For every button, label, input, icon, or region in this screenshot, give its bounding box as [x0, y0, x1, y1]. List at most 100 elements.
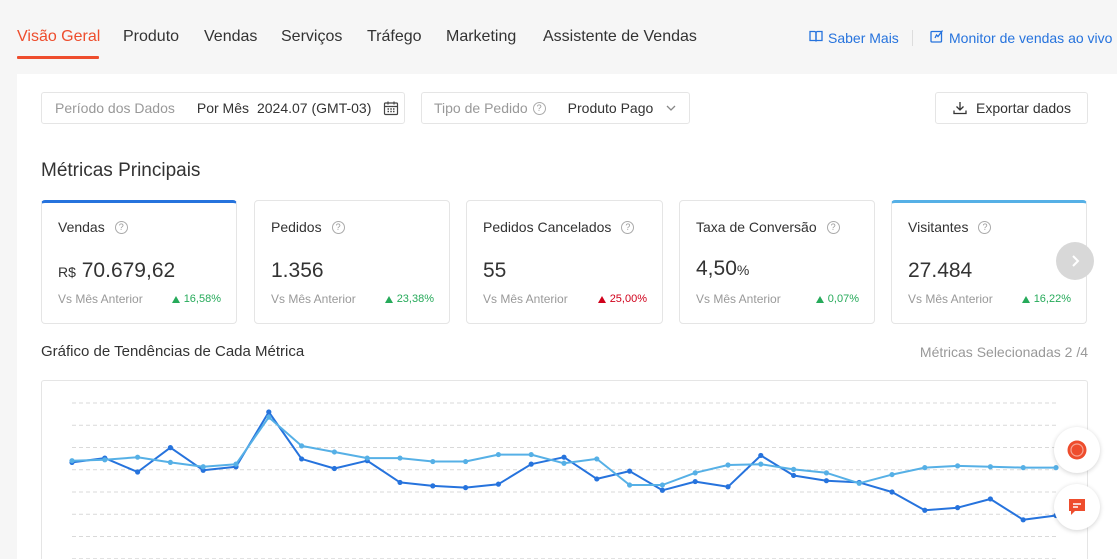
metric-title: Vendas [58, 219, 105, 235]
data-point[interactable] [987, 496, 994, 502]
change-value: 25,00% [609, 293, 647, 305]
data-point[interactable] [331, 465, 337, 472]
series-line-2 [71, 416, 1056, 486]
metric-card-taxa-de-conversao[interactable]: Taxa de Conversão? 4,50% Vs Mês Anterior… [679, 200, 875, 324]
metric-card-visitantes[interactable]: Visitantes? 27.484 Vs Mês Anterior 16,22… [891, 200, 1087, 324]
data-point[interactable] [364, 455, 370, 461]
period-filter[interactable]: Período dos Dados Por Mês 2024.07 (GMT-0… [41, 92, 405, 124]
tab-assistente-de-vendas[interactable]: Assistente de Vendas [543, 28, 697, 45]
data-point[interactable] [299, 456, 305, 462]
data-point[interactable] [397, 455, 403, 461]
compare-label: Vs Mês Anterior [908, 292, 993, 306]
change-value: 0,07% [827, 293, 859, 305]
tab-produto[interactable]: Produto [123, 28, 180, 45]
data-point[interactable] [1020, 465, 1026, 471]
data-point[interactable] [955, 463, 961, 469]
data-point[interactable] [659, 487, 666, 493]
data-point[interactable] [495, 481, 501, 487]
metric-value: 27.484 [908, 259, 973, 282]
tab-visao-geral[interactable]: Visão Geral [17, 28, 101, 45]
tab-marketing[interactable]: Marketing [446, 28, 517, 45]
chevron-right-icon [1069, 253, 1081, 269]
help-icon: ? [826, 220, 840, 234]
data-point[interactable] [987, 464, 994, 470]
change-indicator: 23,38% [384, 293, 434, 305]
help-icon: ? [532, 101, 546, 115]
metric-card-vendas[interactable]: Vendas? R$ 70.679,62 Vs Mês Anterior 16,… [41, 200, 237, 324]
compare-label: Vs Mês Anterior [58, 292, 143, 306]
data-point[interactable] [135, 454, 141, 460]
data-point[interactable] [823, 470, 830, 476]
change-indicator: 16,22% [1021, 293, 1071, 305]
currency-symbol: R$ [58, 264, 76, 280]
data-point[interactable] [791, 466, 797, 472]
period-type: Por Mês [196, 100, 249, 116]
live-monitor-link[interactable]: Monitor de vendas ao vivo [930, 29, 1112, 46]
data-point[interactable] [331, 449, 337, 455]
arrow-up-icon [815, 295, 824, 303]
notification-button[interactable] [1054, 427, 1100, 473]
data-point[interactable] [758, 461, 764, 467]
data-point[interactable] [463, 485, 469, 491]
data-point[interactable] [594, 476, 600, 482]
data-point[interactable] [233, 461, 239, 467]
export-data-button[interactable]: Exportar dados [935, 92, 1088, 124]
data-point[interactable] [725, 484, 731, 490]
active-tab-indicator [17, 56, 99, 59]
data-point[interactable] [692, 478, 698, 485]
data-point[interactable] [135, 469, 141, 475]
next-cards-button[interactable] [1056, 242, 1094, 280]
data-point[interactable] [889, 489, 895, 495]
data-point[interactable] [922, 465, 928, 471]
data-point[interactable] [561, 454, 567, 460]
data-point[interactable] [430, 458, 436, 465]
data-point[interactable] [266, 414, 272, 420]
learn-more-label: Saber Mais [828, 29, 899, 46]
data-point[interactable] [167, 459, 173, 466]
help-icon: ? [621, 220, 635, 234]
data-point[interactable] [1020, 517, 1026, 523]
data-point[interactable] [823, 478, 830, 484]
metric-value: 1.356 [271, 259, 324, 282]
metric-card-pedidos[interactable]: Pedidos? 1.356 Vs Mês Anterior 23,38% [254, 200, 450, 324]
data-point[interactable] [69, 458, 75, 464]
data-point[interactable] [528, 461, 534, 467]
data-point[interactable] [1053, 465, 1059, 471]
data-point[interactable] [955, 505, 961, 511]
metric-title: Pedidos [271, 219, 322, 235]
tab-servicos[interactable]: Serviços [281, 28, 343, 45]
data-point[interactable] [889, 471, 895, 478]
data-point[interactable] [791, 472, 797, 479]
edit-monitor-icon [930, 29, 944, 46]
data-point[interactable] [430, 483, 436, 489]
data-point[interactable] [266, 409, 272, 415]
data-point[interactable] [627, 482, 633, 488]
order-type-filter[interactable]: Tipo de Pedido ? Produto Pago [421, 92, 690, 124]
data-point[interactable] [102, 457, 108, 463]
data-point[interactable] [528, 451, 534, 458]
live-monitor-label: Monitor de vendas ao vivo [949, 29, 1113, 46]
data-point[interactable] [495, 451, 501, 458]
learn-more-link[interactable]: Saber Mais [809, 29, 899, 46]
data-point[interactable] [167, 445, 173, 451]
data-point[interactable] [200, 464, 206, 470]
data-point[interactable] [692, 470, 698, 476]
data-point[interactable] [758, 452, 764, 459]
data-point[interactable] [856, 480, 862, 486]
data-point[interactable] [397, 479, 403, 486]
chat-button[interactable] [1054, 484, 1100, 530]
data-point[interactable] [594, 456, 600, 462]
data-point[interactable] [561, 460, 567, 466]
data-point[interactable] [922, 507, 928, 513]
data-point[interactable] [463, 458, 469, 465]
metric-card-pedidos-cancelados[interactable]: Pedidos Cancelados? 55 Vs Mês Anterior 2… [466, 200, 663, 324]
data-point[interactable] [725, 462, 731, 468]
tab-vendas[interactable]: Vendas [204, 28, 258, 45]
data-point[interactable] [627, 468, 633, 474]
metric-title: Visitantes [908, 219, 969, 235]
data-point[interactable] [659, 482, 666, 488]
change-indicator: 25,00% [597, 293, 647, 305]
chat-icon [1066, 496, 1088, 518]
tab-trafego[interactable]: Tráfego [367, 28, 422, 45]
data-point[interactable] [299, 443, 305, 449]
